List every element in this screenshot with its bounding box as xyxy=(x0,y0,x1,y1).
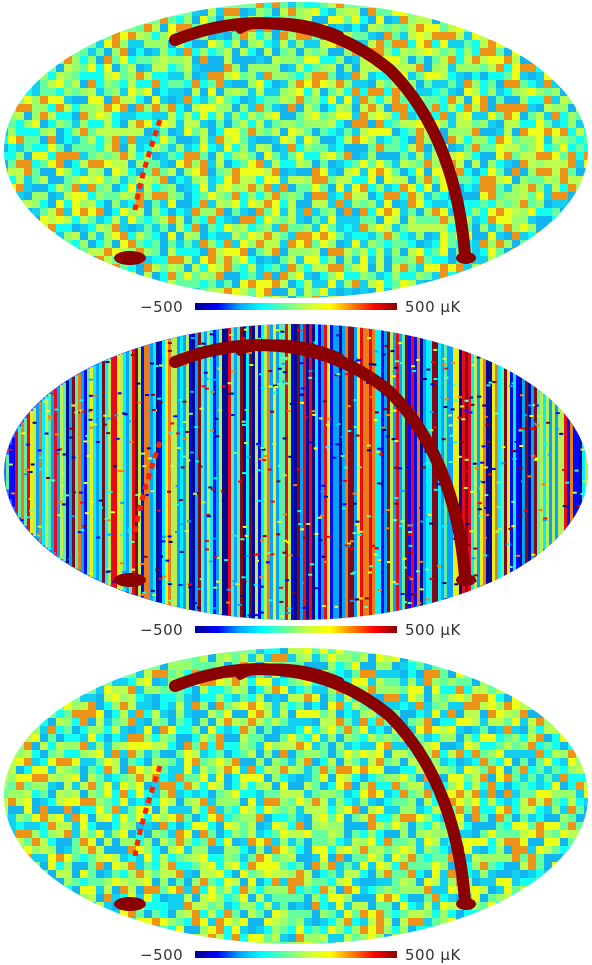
colorbar-gradient xyxy=(195,303,397,310)
colorbar-min-label: −500 xyxy=(140,945,183,965)
colorbar-max-label: 500 μK xyxy=(405,620,461,640)
mollweide-sky-map-1 xyxy=(0,0,592,300)
colorbar-max-label: 500 μK xyxy=(405,945,461,965)
colorbar-max-label: 500 μK xyxy=(405,297,461,317)
mollweide-sky-map-3 xyxy=(0,646,592,946)
map-pixels xyxy=(0,322,592,622)
colorbar-row-1: −500 500 μK xyxy=(0,297,592,317)
colorbar-gradient xyxy=(195,951,397,958)
sky-map-panel-2: −500 500 μK xyxy=(0,322,592,642)
colorbar-min-label: −500 xyxy=(140,297,183,317)
mollweide-sky-map-2 xyxy=(0,322,592,622)
sky-map-panel-1: −500 500 μK xyxy=(0,0,592,320)
colorbar-row-2: −500 500 μK xyxy=(0,620,592,640)
colorbar-min-label: −500 xyxy=(140,620,183,640)
colorbar-row-3: −500 500 μK xyxy=(0,945,592,965)
sky-map-panel-3: −500 500 μK xyxy=(0,646,592,964)
map-pixels xyxy=(0,0,592,300)
map-pixels xyxy=(0,646,592,946)
colorbar-gradient xyxy=(195,626,397,633)
